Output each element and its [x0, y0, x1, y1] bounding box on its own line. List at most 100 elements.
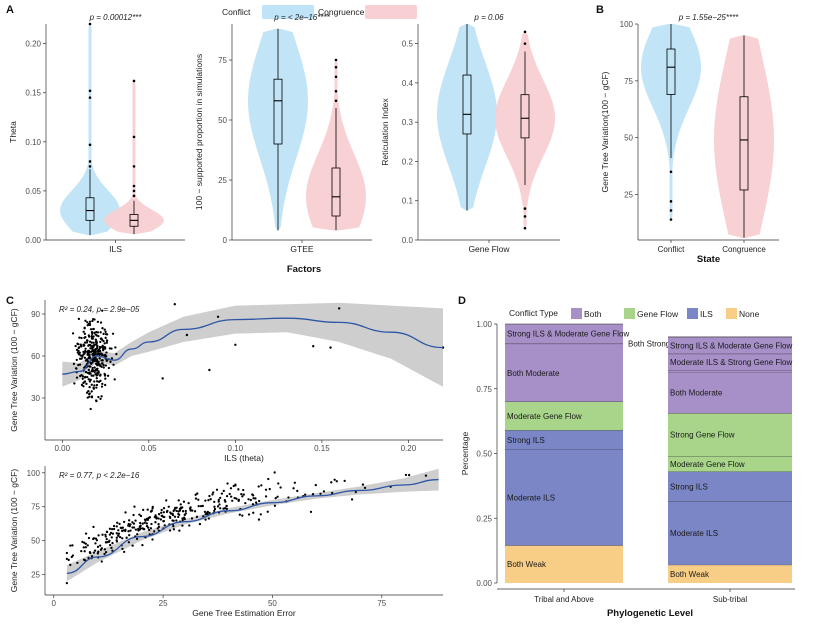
scatter-point — [77, 346, 80, 350]
scatter-point — [82, 385, 85, 388]
scatter-point — [156, 527, 159, 530]
scatter-point — [222, 489, 225, 493]
y-tick-label: 50 — [218, 116, 227, 125]
bar-segment — [505, 401, 623, 431]
scatter-point — [254, 497, 257, 500]
panel-d-stacked-bars: Conflict Type Both Gene Flow ILS None 0.00 0.2… — [460, 308, 795, 619]
panel-label-a: A — [6, 4, 14, 16]
scatter-point — [108, 527, 112, 530]
outlier-point — [523, 42, 527, 45]
scatter-point — [89, 347, 92, 350]
scatter-point — [83, 327, 86, 330]
outlier-point — [88, 143, 92, 147]
scatter-point — [329, 346, 332, 349]
scatter-point — [91, 349, 94, 352]
scatter-point — [216, 315, 220, 318]
scatter-point — [150, 509, 153, 512]
scatter-point — [81, 355, 84, 358]
y-tick-label: 90 — [31, 310, 40, 319]
scatter-point — [75, 376, 79, 379]
scatter-point — [102, 332, 105, 336]
scatter-point — [225, 507, 229, 511]
scatter-point — [75, 367, 78, 370]
y-axis-title: Reticulation Index — [380, 97, 390, 165]
scatter-point — [225, 504, 228, 508]
scatter-point — [264, 488, 268, 491]
scatter-point — [111, 541, 114, 545]
scatter-point — [100, 337, 103, 340]
y-tick-label: 0.50 — [476, 450, 492, 459]
scatter-point — [314, 483, 317, 487]
y-tick-label: 0.5 — [402, 40, 414, 49]
scatter-point — [337, 307, 341, 310]
scatter-point — [232, 484, 235, 488]
scatter-point — [178, 529, 181, 532]
scatter-point — [132, 522, 136, 525]
scatter-point — [79, 354, 82, 357]
scatter-point — [93, 366, 96, 369]
scatter-point — [230, 495, 233, 498]
scatter-point — [234, 483, 237, 486]
segment-label: Moderate Gene Flow — [507, 412, 582, 421]
y-tick-label: 0.4 — [402, 79, 414, 88]
panel-a-ils: 0.00 0.05 0.10 0.15 0.20 Theta p = 0.00012*** I… — [8, 13, 185, 254]
scatter-point — [153, 530, 156, 533]
scatter-point — [75, 358, 78, 362]
scatter-point — [110, 357, 114, 360]
scatter-point — [91, 332, 94, 336]
x-tick-label: Tribal and Above — [534, 595, 594, 604]
scatter-point — [105, 530, 109, 534]
scatter-point — [224, 500, 227, 503]
scatter-point — [88, 353, 91, 356]
y-tick-label: 60 — [31, 352, 40, 361]
scatter-point — [319, 492, 322, 495]
outlier-point — [334, 65, 338, 69]
scatter-point — [162, 519, 166, 523]
scatter-point — [101, 309, 104, 312]
scatter-point — [131, 521, 134, 524]
scatter-point — [147, 526, 150, 529]
legend-swatch-congruence — [365, 5, 417, 19]
scatter-point — [105, 538, 108, 541]
scatter-point — [277, 482, 280, 485]
scatter-point — [117, 529, 120, 532]
scatter-point — [94, 537, 98, 540]
box-iqr — [85, 197, 95, 221]
y-tick-label: 0.3 — [402, 118, 414, 127]
y-tick-label: 0.20 — [25, 40, 41, 49]
scatter-point — [123, 550, 126, 554]
scatter-point — [89, 378, 92, 381]
legend-label-none: None — [739, 309, 760, 319]
scatter-point — [86, 351, 89, 354]
scatter-point — [96, 353, 99, 356]
scatter-point — [139, 524, 142, 528]
scatter-point — [80, 357, 83, 360]
scatter-point — [69, 563, 72, 567]
x-tick-label: 0.00 — [55, 444, 71, 453]
legend-title: Conflict Type — [509, 308, 558, 318]
panel-c-gtee-scatter: 25 50 75 100 0 25 50 75 Gene Tree Estimation Err… — [9, 466, 443, 618]
scatter-point — [121, 537, 124, 540]
scatter-point — [96, 349, 99, 353]
scatter-point — [247, 513, 251, 516]
y-tick-label: 75 — [31, 503, 40, 512]
scatter-point — [83, 356, 87, 359]
scatter-point — [217, 498, 220, 502]
scatter-point — [201, 504, 204, 508]
y-tick-label: 0.15 — [25, 89, 41, 98]
scatter-point — [105, 359, 108, 363]
scatter-point — [97, 370, 100, 373]
scatter-point — [208, 368, 211, 372]
scatter-point — [273, 504, 277, 507]
x-tick-label: Conflict — [658, 245, 685, 254]
bar-segment — [668, 353, 792, 371]
panel-a-geneflow: 0.0 0.1 0.2 0.3 0.4 0.5 Reticulation Index p = … — [380, 13, 560, 254]
scatter-point — [104, 533, 107, 536]
scatter-point — [105, 351, 108, 354]
scatter-point — [211, 493, 214, 496]
scatter-point — [139, 514, 143, 518]
scatter-point — [136, 533, 139, 536]
scatter-point — [99, 345, 103, 349]
scatter-point — [88, 356, 91, 359]
